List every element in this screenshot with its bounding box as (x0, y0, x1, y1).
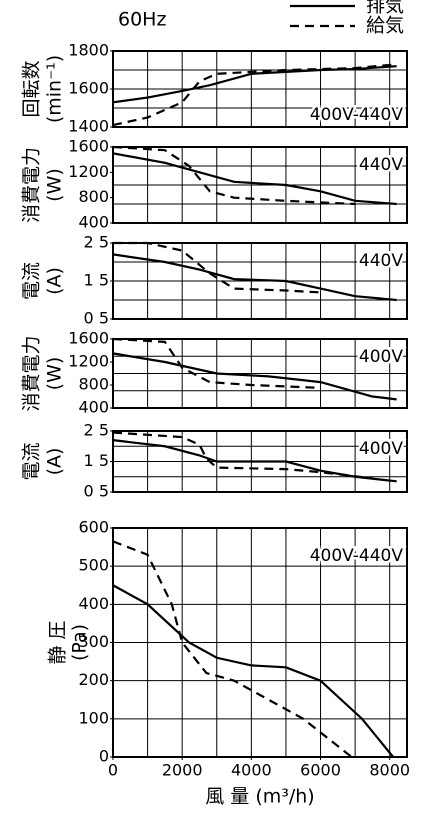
y-tick-label: 100 (78, 708, 109, 727)
y-tick-label: 400 (78, 213, 109, 232)
series-line (112, 253, 397, 302)
header: 60Hz (118, 9, 166, 31)
annotation: 440V (359, 251, 403, 271)
y-axis-unit: (W) (44, 168, 66, 202)
y-axis-unit: (W) (44, 357, 66, 391)
plot-frame (112, 146, 408, 224)
y-tick-label: 1 5 (84, 271, 109, 290)
series-line (112, 63, 397, 127)
annotation: 400V (359, 347, 403, 367)
legend-label: 給気 (366, 15, 404, 37)
series-line (112, 145, 356, 206)
y-axis-unit: (A) (44, 448, 66, 476)
y-axis-unit: (min⁻¹) (44, 55, 66, 123)
x-axis-label: 風 量 (m³/h) (205, 786, 314, 808)
series-line (112, 65, 397, 104)
y-axis-label: 静 圧 (47, 620, 69, 664)
x-tick-label: 4000 (231, 761, 272, 780)
series-line (112, 584, 395, 758)
y-tick-label: 1600 (68, 137, 109, 156)
y-tick-label: 0 5 (84, 309, 109, 328)
y-axis-unit: (A) (44, 267, 66, 295)
x-tick-label: 0 (108, 761, 118, 780)
annotation: 400V (359, 439, 403, 459)
y-tick-label: 0 5 (84, 482, 109, 501)
y-tick-label: 300 (78, 632, 109, 651)
series-line (112, 152, 397, 206)
x-tick-label: 8000 (369, 761, 410, 780)
y-axis-label: 回転数 (21, 60, 43, 117)
y-tick-label: 2 5 (84, 421, 109, 440)
legend-label: 排気 (366, 0, 404, 17)
y-tick-label: 1200 (68, 162, 109, 181)
annotation: 400V-440V (310, 546, 404, 566)
y-tick-label: 0 (99, 747, 109, 766)
y-tick-label: 2 5 (84, 233, 109, 252)
annotation: 440V (359, 155, 403, 175)
annotation: 400V-440V (310, 105, 404, 125)
y-tick-label: 400 (78, 594, 109, 613)
series-line (112, 352, 397, 401)
series-line (112, 431, 373, 480)
y-axis-label: 消費電力 (21, 335, 43, 411)
y-tick-label: 1600 (68, 79, 109, 98)
series-line (112, 439, 397, 483)
series-line (112, 540, 353, 758)
y-tick-label: 1 5 (84, 451, 109, 470)
y-tick-label: 600 (78, 518, 109, 537)
x-tick-label: 6000 (300, 761, 341, 780)
y-tick-label: 400 (78, 398, 109, 417)
series-line (113, 241, 321, 294)
y-tick-label: 1200 (68, 352, 109, 371)
y-tick-label: 1600 (68, 329, 109, 348)
y-axis-label: 電流 (21, 262, 43, 300)
y-tick-label: 800 (78, 375, 109, 394)
y-axis-label: 消費電力 (21, 147, 43, 223)
y-tick-label: 1800 (68, 41, 109, 60)
x-tick-label: 2000 (162, 761, 203, 780)
y-tick-label: 200 (78, 670, 109, 689)
series-line (112, 337, 321, 389)
y-tick-label: 1400 (68, 117, 109, 136)
y-axis-label: 電流 (21, 442, 43, 480)
y-tick-label: 800 (78, 187, 109, 206)
y-tick-label: 500 (78, 556, 109, 575)
y-axis-unit: (Pa) (69, 624, 91, 661)
plot-frame (112, 338, 408, 409)
